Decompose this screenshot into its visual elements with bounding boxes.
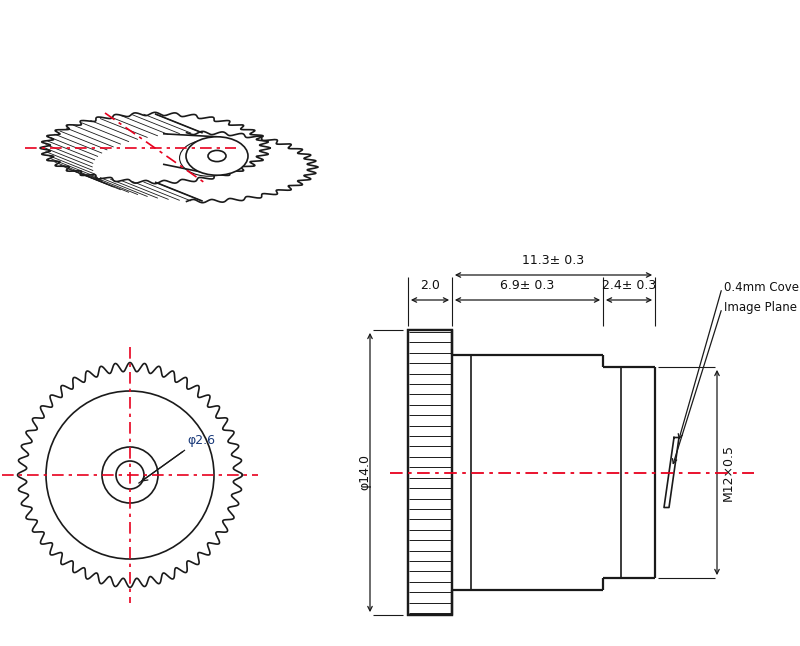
Text: φ14.0: φ14.0	[358, 455, 371, 490]
Text: Image Plane: Image Plane	[724, 302, 797, 315]
Circle shape	[46, 391, 214, 559]
Text: 6.9± 0.3: 6.9± 0.3	[500, 279, 554, 292]
Text: M12×0.5: M12×0.5	[722, 444, 735, 501]
Bar	[408, 330, 452, 615]
Bar	[408, 330, 452, 615]
Text: 11.3± 0.3: 11.3± 0.3	[522, 254, 585, 267]
Text: 2.4± 0.3: 2.4± 0.3	[602, 279, 656, 292]
Text: 2.0: 2.0	[420, 279, 440, 292]
Text: φ2.6: φ2.6	[187, 434, 215, 447]
Ellipse shape	[186, 137, 248, 175]
Text: 0.4mm Coverglass: 0.4mm Coverglass	[724, 282, 800, 295]
